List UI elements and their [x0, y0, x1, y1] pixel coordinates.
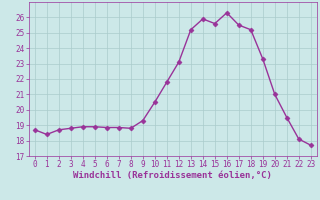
X-axis label: Windchill (Refroidissement éolien,°C): Windchill (Refroidissement éolien,°C) — [73, 171, 272, 180]
